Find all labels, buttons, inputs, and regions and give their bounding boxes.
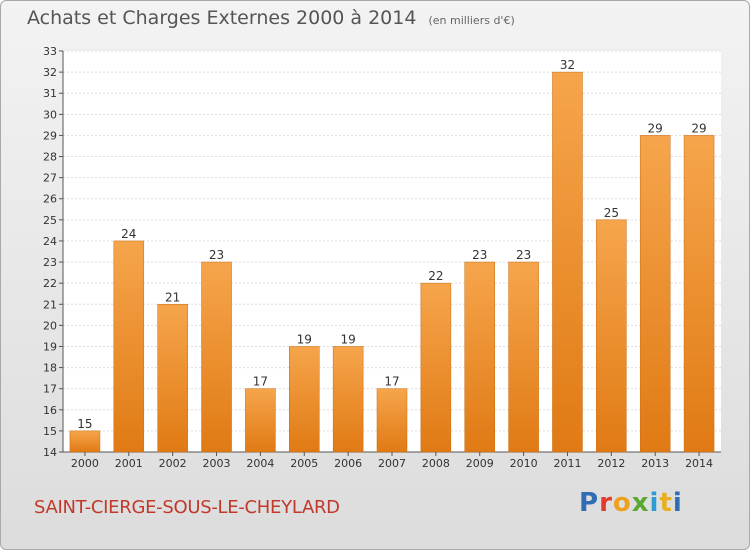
logo-letter: t [659, 488, 673, 518]
data-label: 29 [648, 121, 663, 135]
logo-letter: i [649, 488, 660, 518]
data-label: 17 [253, 375, 268, 389]
data-label: 15 [77, 417, 92, 431]
data-label: 23 [209, 248, 224, 262]
y-tick-label: 23 [43, 256, 57, 269]
y-tick-label: 19 [43, 340, 57, 353]
x-tick-label: 2004 [246, 457, 274, 470]
x-tick-label: 2001 [115, 457, 143, 470]
data-label: 21 [165, 290, 180, 304]
proxiti-logo: Proxiti [579, 488, 683, 518]
bar [376, 388, 408, 453]
bar [420, 282, 452, 453]
bar [113, 240, 145, 453]
logo-letter: i [672, 488, 683, 518]
y-tick-label: 25 [43, 214, 57, 227]
bar [508, 261, 539, 453]
bar [157, 304, 188, 453]
data-label: 24 [121, 227, 136, 241]
x-tick-label: 2010 [510, 457, 538, 470]
y-tick-label: 29 [43, 129, 57, 142]
data-label: 23 [472, 248, 487, 262]
data-label: 19 [297, 332, 312, 346]
x-tick-label: 2008 [422, 457, 450, 470]
bar [552, 71, 583, 453]
bar [201, 261, 232, 453]
city-name: SAINT-CIERGE-SOUS-LE-CHEYLARD [34, 497, 340, 518]
x-tick-label: 2007 [378, 457, 406, 470]
x-tick-label: 2011 [553, 457, 581, 470]
chart-title: Achats et Charges Externes 2000 à 2014 (e… [27, 7, 515, 29]
x-tick-label: 2009 [466, 457, 494, 470]
y-tick-label: 15 [43, 425, 57, 438]
bar [639, 135, 671, 453]
y-tick-label: 21 [43, 298, 57, 311]
logo-letter: o [612, 488, 632, 518]
logo-letter: x [631, 488, 650, 518]
bar [683, 135, 715, 453]
bar [69, 430, 101, 453]
x-tick-label: 2014 [685, 457, 713, 470]
logo-letter: r [599, 488, 613, 518]
data-label: 32 [560, 58, 575, 72]
bar [332, 346, 364, 453]
y-tick-label: 28 [43, 151, 57, 164]
y-tick-label: 24 [43, 235, 57, 248]
y-tick-label: 30 [43, 108, 57, 121]
data-label: 17 [384, 375, 399, 389]
x-tick-label: 2006 [334, 457, 362, 470]
bar [245, 388, 276, 453]
data-label: 19 [340, 332, 355, 346]
x-tick-label: 2005 [290, 457, 318, 470]
data-label: 29 [691, 121, 706, 135]
bar [289, 346, 320, 453]
y-tick-label: 31 [43, 87, 57, 100]
bar [464, 261, 495, 453]
logo-letter: P [579, 488, 600, 518]
y-tick-label: 20 [43, 319, 57, 332]
y-tick-label: 14 [43, 446, 57, 459]
chart-title-text: Achats et Charges Externes 2000 à 2014 [27, 7, 417, 29]
y-tick-label: 18 [43, 362, 57, 375]
bar [596, 219, 627, 453]
data-label: 23 [516, 248, 531, 262]
y-tick-label: 17 [43, 383, 57, 396]
data-label: 25 [604, 206, 619, 220]
x-tick-label: 2013 [641, 457, 669, 470]
y-tick-label: 33 [43, 45, 57, 58]
x-tick-label: 2012 [597, 457, 625, 470]
y-tick-label: 32 [43, 66, 57, 79]
x-tick-label: 2002 [159, 457, 187, 470]
y-tick-label: 16 [43, 404, 57, 417]
data-label: 22 [428, 269, 443, 283]
y-tick-label: 27 [43, 172, 57, 185]
y-tick-label: 26 [43, 193, 57, 206]
chart-subtitle: (en milliers d'€) [428, 14, 515, 27]
x-tick-label: 2003 [203, 457, 231, 470]
x-tick-label: 2000 [71, 457, 99, 470]
y-tick-label: 22 [43, 277, 57, 290]
